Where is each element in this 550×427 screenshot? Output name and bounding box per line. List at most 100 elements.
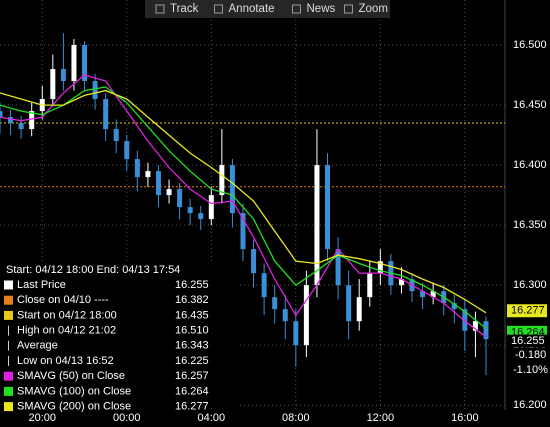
legend-swatch	[4, 402, 13, 412]
toolbar-button[interactable]	[152, 1, 207, 17]
legend-value: 16.277	[175, 401, 209, 413]
legend-value: 16.225	[175, 355, 209, 367]
legend-value: 16.435	[175, 309, 209, 321]
toolbar-button-label[interactable]: News	[307, 3, 336, 15]
sma-line	[0, 74, 487, 338]
candle-body	[29, 111, 35, 130]
candle-body	[261, 273, 267, 298]
toolbar-icon	[155, 4, 165, 14]
candle-body	[303, 285, 309, 346]
toolbar-icon	[214, 4, 223, 14]
legend-swatch	[4, 371, 13, 381]
candle-body	[113, 129, 119, 142]
candle-body	[251, 249, 257, 274]
legend-label: Close on 04/10 ----	[17, 294, 109, 306]
candle-body	[398, 279, 404, 286]
candle-body	[293, 321, 299, 346]
y-tick-label: 16.500	[513, 39, 547, 51]
toolbar-button[interactable]	[210, 1, 285, 17]
candle-body	[8, 117, 14, 124]
candle-body	[219, 165, 225, 196]
y-tick-label: 16.450	[513, 99, 547, 111]
legend-value: 16.264	[175, 385, 209, 397]
candle-body	[166, 189, 172, 196]
x-tick-label: 08:00	[282, 412, 310, 424]
legend-value: 16.343	[175, 340, 209, 352]
legend-label: SMAVG (100) on Close	[17, 385, 131, 397]
y-tick-label: 16.200	[513, 399, 547, 411]
legend-label: High on 04/12 21:02	[17, 325, 116, 337]
sma-line	[0, 86, 487, 329]
candle-body	[325, 165, 331, 250]
last-price-label-bg	[507, 334, 547, 348]
candle-body	[346, 285, 352, 322]
legend-swatch	[4, 295, 13, 305]
candle-body	[198, 213, 204, 220]
candle-body	[462, 309, 468, 331]
sma-line	[0, 89, 487, 314]
candle-body	[92, 81, 98, 100]
candle-body	[420, 291, 426, 298]
x-tick-label: 00:00	[113, 412, 141, 424]
toolbar-icon	[292, 4, 301, 14]
legend-swatch	[4, 280, 13, 290]
x-tick-label: 16:00	[451, 412, 479, 424]
legend-label: SMAVG (200) on Close	[17, 401, 131, 413]
candle-body	[335, 249, 341, 286]
change-label: -0.180	[515, 349, 546, 361]
candle-body	[187, 207, 193, 214]
y-tick-label: 16.350	[513, 219, 547, 231]
candle-body	[229, 165, 235, 214]
candle-body	[483, 321, 489, 340]
sma200-last-label: 16.277	[511, 305, 545, 317]
legend-value: 16.255	[175, 279, 209, 291]
candle-body	[314, 165, 320, 286]
sma200-last-label-bg	[507, 304, 547, 318]
candle-body	[124, 141, 130, 160]
legend-label: Last Price	[17, 279, 66, 291]
candle-body	[134, 159, 140, 178]
legend-value: 16.510	[175, 325, 209, 337]
change-pct-label: -1.10%	[513, 364, 548, 376]
candle-body	[177, 189, 183, 208]
last-price-label: 16.255	[511, 335, 545, 347]
candle-body	[377, 261, 383, 274]
candle-body	[50, 69, 56, 100]
x-tick-label: 04:00	[198, 412, 226, 424]
candle-body	[451, 303, 457, 310]
candle-body	[472, 321, 478, 331]
candle-body	[367, 273, 373, 298]
x-tick-label: 20:00	[28, 412, 56, 424]
legend-swatch	[4, 386, 13, 396]
x-tick-label: 12:00	[367, 412, 395, 424]
legend-label: SMAVG (50) on Close	[17, 370, 125, 382]
legend-value: 16.382	[175, 294, 209, 306]
legend-header: Start: 04/12 18:00 End: 04/13 17:54	[6, 264, 180, 276]
candle-body	[60, 69, 66, 82]
y-tick-label: 16.300	[513, 279, 547, 291]
legend-label: Low on 04/13 16:52	[17, 355, 114, 367]
candle-body	[240, 213, 246, 250]
candle-body	[356, 297, 362, 322]
candle-body	[145, 171, 151, 178]
candle-body	[430, 291, 436, 298]
toolbar-button-label[interactable]: Zoom	[359, 3, 388, 15]
toolbar-button-label[interactable]: Annotate	[229, 3, 275, 15]
candle-body	[155, 171, 161, 196]
candle-body	[282, 309, 288, 322]
legend-value: 16.257	[175, 370, 209, 382]
legend-swatch	[4, 310, 13, 320]
y-tick-label: 16.400	[513, 159, 547, 171]
candle-body	[71, 45, 77, 82]
toolbar-icon	[344, 4, 353, 14]
toolbar-button-label[interactable]: Track	[170, 3, 199, 15]
legend-label: Average	[17, 340, 58, 352]
legend-label: Start on 04/12 18:00	[17, 309, 117, 321]
legend-bg	[0, 262, 238, 408]
candle-body	[82, 45, 88, 82]
candle-body	[208, 195, 214, 220]
candle-body	[103, 99, 109, 130]
candle-body	[0, 111, 3, 118]
